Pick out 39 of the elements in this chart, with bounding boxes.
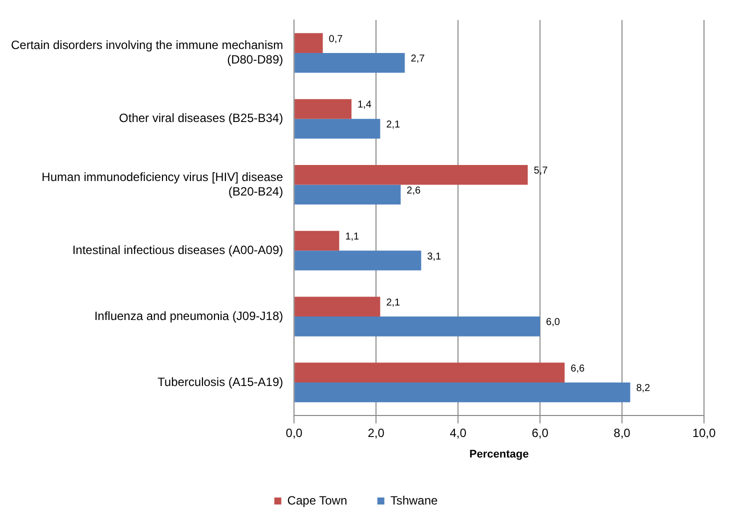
bar (294, 164, 528, 185)
y-tick-label: Influenza and pneumonia (J09-J18) (94, 308, 284, 323)
bar (294, 362, 565, 382)
x-axis-title: Percentage (469, 448, 529, 460)
data-label: 2,1 (386, 297, 401, 308)
bar (294, 382, 630, 402)
x-tick-label: 10,0 (692, 426, 716, 440)
x-tick-label: 2,0 (368, 426, 385, 440)
data-label: 2,6 (406, 185, 422, 196)
y-tick-label: Tuberculosis (A15-A19) (158, 374, 284, 389)
bar (294, 118, 380, 139)
data-label: 1,1 (345, 232, 360, 243)
data-label: 0,7 (328, 34, 344, 45)
data-label: 6,0 (546, 317, 560, 328)
bar (294, 296, 380, 317)
data-label: 2,1 (386, 119, 401, 130)
x-tick-label: 0,0 (286, 426, 303, 440)
x-tick-label: 6,0 (532, 426, 549, 440)
legend-label: Cape Town (287, 493, 348, 508)
data-label: 8,2 (636, 383, 651, 394)
bar (294, 33, 323, 53)
bar (294, 230, 340, 251)
y-tick-label: Human immunodeficiency virus [HIV] disease (B20-B24) (42, 170, 284, 198)
x-tick-label: 8,0 (614, 426, 631, 440)
bar (294, 316, 540, 336)
bar (294, 99, 352, 119)
bar (294, 250, 422, 270)
bar (294, 184, 401, 205)
y-tick-label: Intestinal infectious diseases (A00-A09) (72, 242, 284, 257)
data-label: 5,7 (534, 166, 548, 177)
data-label: 6,6 (570, 363, 585, 374)
x-tick-label: 4,0 (450, 426, 467, 440)
data-label: 3,1 (427, 251, 442, 262)
y-tick-label: Other viral diseases (B25-B34) (119, 111, 284, 126)
data-label: 2,7 (410, 54, 426, 65)
bar (294, 52, 405, 73)
y-tick-label: Certain disorders involving the immune mechanism (D80-D89) (10, 38, 284, 66)
data-label: 1,4 (358, 100, 372, 111)
legend-label: Tshwane (390, 493, 438, 508)
